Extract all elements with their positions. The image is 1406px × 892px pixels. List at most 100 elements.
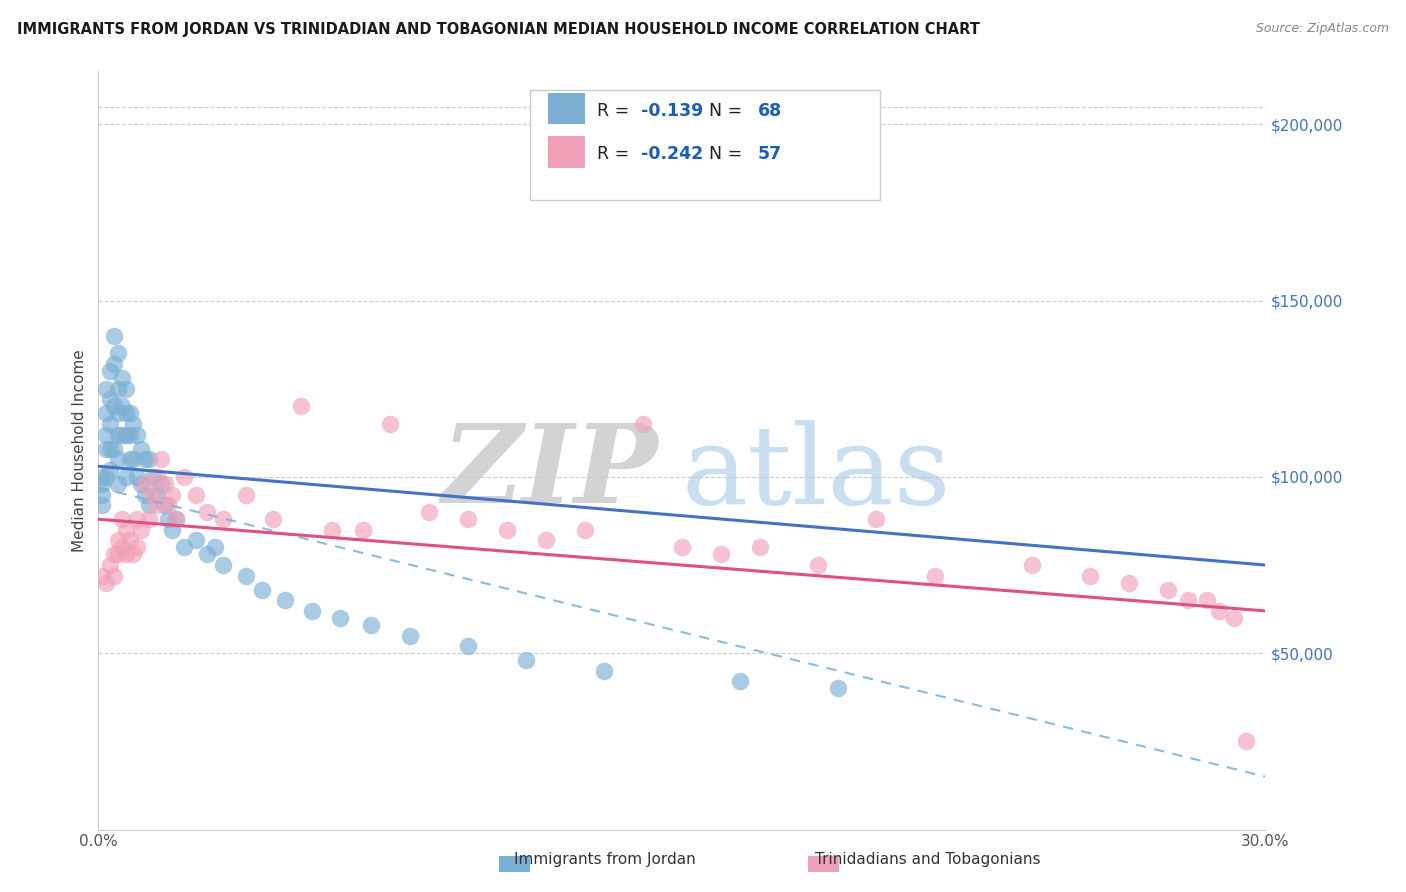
Point [98, 442, 121, 456]
Point [91, 487, 114, 501]
Point [360, 618, 382, 632]
Point [1208, 604, 1230, 618]
Point [127, 512, 149, 526]
Point [134, 452, 156, 467]
Point [165, 512, 187, 526]
Point [274, 593, 297, 607]
Point [118, 452, 141, 467]
Point [96, 427, 118, 442]
Point [114, 406, 136, 420]
Point [515, 653, 537, 667]
Point [96, 442, 118, 456]
Point [149, 452, 172, 467]
Text: atlas: atlas [682, 420, 952, 526]
Point [98, 417, 121, 431]
Point [107, 382, 129, 396]
Point [184, 533, 207, 548]
Point [107, 548, 129, 562]
Point [111, 512, 134, 526]
Point [1080, 568, 1102, 582]
Point [107, 406, 129, 420]
Point [91, 477, 114, 491]
Point [162, 487, 184, 501]
Point [1118, 575, 1140, 590]
Point [138, 512, 160, 526]
Point [122, 417, 145, 431]
Point [329, 611, 352, 625]
Point [301, 604, 323, 618]
Point [212, 512, 235, 526]
FancyBboxPatch shape [548, 136, 585, 168]
Point [671, 541, 693, 555]
Point [98, 463, 121, 477]
Point [398, 629, 420, 643]
Point [1177, 593, 1199, 607]
Point [122, 452, 145, 467]
Point [107, 477, 129, 491]
Point [107, 427, 129, 442]
Point [165, 512, 187, 526]
Point [235, 568, 257, 582]
Point [865, 512, 887, 526]
Text: 68: 68 [758, 102, 782, 120]
Point [91, 568, 114, 582]
Point [134, 487, 156, 501]
Point [212, 558, 235, 572]
Point [574, 523, 596, 537]
Point [114, 382, 136, 396]
FancyBboxPatch shape [548, 93, 585, 125]
Point [380, 417, 402, 431]
Point [1234, 734, 1257, 748]
Point [103, 329, 125, 343]
Point [91, 470, 114, 484]
Point [173, 541, 195, 555]
Point [162, 523, 184, 537]
Point [827, 681, 849, 696]
Text: R =: R = [596, 145, 634, 163]
Point [1223, 611, 1246, 625]
Point [235, 487, 257, 501]
Text: Source: ZipAtlas.com: Source: ZipAtlas.com [1256, 22, 1389, 36]
Point [98, 392, 121, 407]
Point [96, 575, 118, 590]
Point [1195, 593, 1218, 607]
Point [127, 541, 149, 555]
Point [96, 382, 118, 396]
Point [204, 541, 226, 555]
Point [129, 477, 152, 491]
Point [96, 470, 118, 484]
Point [111, 371, 134, 385]
Point [138, 452, 160, 467]
Point [730, 674, 752, 689]
Point [111, 541, 134, 555]
Point [103, 357, 125, 371]
Point [184, 487, 207, 501]
Point [924, 568, 946, 582]
Point [290, 400, 312, 414]
Point [146, 470, 169, 484]
Text: N =: N = [709, 102, 748, 120]
Point [98, 558, 121, 572]
Point [114, 470, 136, 484]
Point [631, 417, 654, 431]
Text: -0.139: -0.139 [641, 102, 703, 120]
Point [195, 548, 218, 562]
Point [153, 498, 176, 512]
Point [107, 346, 129, 360]
Point [96, 406, 118, 420]
Point [103, 568, 125, 582]
Point [173, 470, 195, 484]
Point [91, 498, 114, 512]
Point [118, 427, 141, 442]
Text: ZIP: ZIP [441, 419, 658, 527]
Point [157, 498, 180, 512]
Point [593, 664, 616, 678]
Point [710, 548, 733, 562]
Point [114, 523, 136, 537]
Text: Immigrants from Jordan: Immigrants from Jordan [513, 852, 696, 867]
Point [114, 427, 136, 442]
Point [122, 548, 145, 562]
Y-axis label: Median Household Income: Median Household Income [72, 349, 87, 552]
Point [748, 541, 770, 555]
Point [1157, 582, 1180, 597]
